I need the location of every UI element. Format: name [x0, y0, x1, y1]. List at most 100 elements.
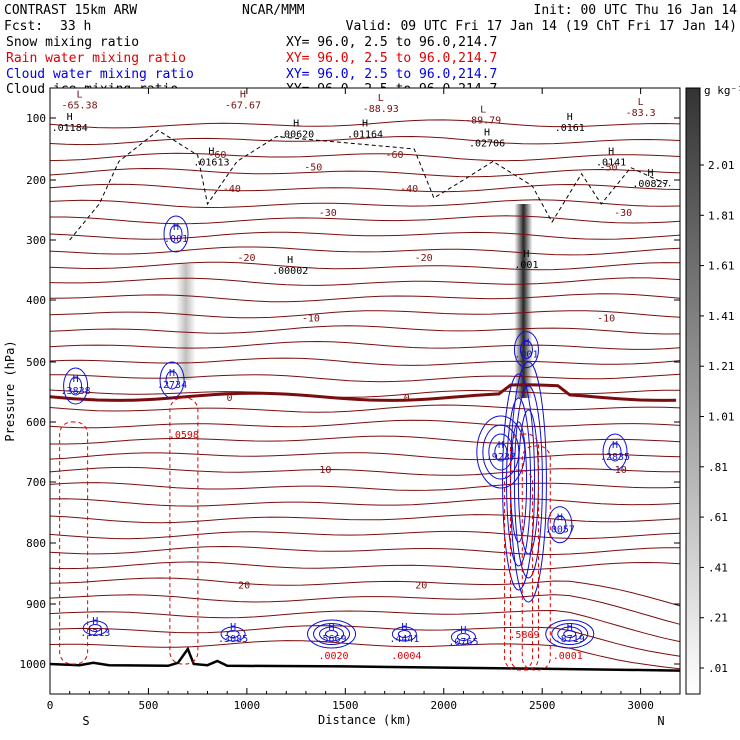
center-title: NCAR/MMM [242, 3, 305, 18]
cloud-water-high-marker: H [329, 622, 335, 633]
colorbar-tick-label: 1.21 [708, 360, 735, 373]
isotherm-label: 10 [615, 465, 627, 476]
isotherm-line [49, 325, 681, 335]
colorbar-unit: g kg⁻¹ [704, 84, 740, 97]
snow-max-label: .00827 [632, 179, 668, 190]
isotherm-label: 20 [415, 581, 427, 592]
isotherm-line [49, 119, 681, 129]
isotherm-label: -10 [597, 314, 615, 325]
cloud-water-contour [325, 630, 339, 638]
model-title: CONTRAST 15km ARW [4, 3, 137, 18]
isotherm-line [49, 340, 681, 350]
cloud-water-high-marker: H [73, 374, 79, 385]
isotherm-line [49, 231, 681, 240]
isotherm-line [49, 246, 681, 256]
snow-max-label: .01613 [193, 157, 229, 168]
snow-max-label: .0141 [596, 157, 626, 168]
cloud-water-contour [476, 415, 526, 489]
snow-high-marker: H [484, 128, 490, 139]
terrain-line [49, 646, 681, 672]
colorbar-tick-label: 1.81 [708, 209, 735, 222]
isotherm-line [49, 293, 681, 303]
isotherm-line [49, 261, 681, 271]
isotherm-label: 10 [319, 465, 331, 476]
isotherm-line [50, 435, 681, 445]
cloud-water-contour [313, 623, 351, 645]
snow-high-marker: H [362, 118, 368, 129]
isotherm-label: -40 [223, 184, 241, 195]
isotherm-line [49, 277, 681, 286]
cloud-water-contour [488, 433, 514, 471]
isotherm-line [49, 310, 681, 319]
y-tick-label: 600 [26, 416, 46, 429]
snow-high-marker: H [567, 112, 573, 123]
snow-high-marker: H [287, 255, 293, 266]
snow-high-marker: H [608, 146, 614, 157]
cloud-water-contour [547, 506, 573, 544]
x-tick-label: 2000 [431, 699, 458, 712]
colorbar-tick-label: 1.01 [708, 411, 735, 424]
cloud-water-contour [513, 385, 543, 579]
snow-max-label: .00002 [272, 266, 308, 277]
extreme-value: -89.79 [465, 115, 501, 126]
isotherm-line [49, 514, 681, 524]
plot-layer: -60 -60 -50 -50 -40 -40 -30 -30 -20 -20 -10 -10 0 0 10… [49, 89, 681, 672]
extreme-marker: L [480, 104, 486, 115]
snow-max-label: .0161 [555, 123, 585, 134]
isotherm-line [49, 167, 681, 178]
cloud-water-max-label: .5669 [316, 634, 346, 645]
isotherm-label: -30 [614, 208, 632, 219]
extreme-value: -67.67 [225, 100, 261, 111]
cloud-water-contour [165, 370, 179, 390]
isotherm-line [49, 497, 681, 507]
rain-contour [509, 433, 539, 671]
snow-max-label: .01184 [52, 123, 88, 134]
isotherm-line [49, 373, 681, 383]
isotherm-line [49, 466, 680, 476]
extreme-marker: H [240, 89, 246, 100]
isotherm-label: -60 [208, 150, 226, 161]
cloud-water-contour [506, 397, 532, 567]
isotherm-line [49, 577, 681, 607]
y-tick-label: 700 [26, 476, 46, 489]
colorbar-tick-label: .01 [708, 662, 728, 675]
north-label: N [657, 714, 664, 728]
cloud-water-max-label: .8719 [555, 634, 585, 645]
cloud-water-high-marker: H [92, 616, 98, 627]
isotherm-line [49, 561, 681, 571]
extreme-value: -65.38 [61, 100, 97, 111]
cloud-water-max-label: .0057 [545, 525, 575, 536]
cloud-water-contour [163, 215, 189, 253]
extreme-marker: L [638, 97, 644, 108]
isotherm-line [49, 135, 681, 146]
y-tick-label: 100 [26, 112, 46, 125]
colorbar-tick-label: 2.01 [708, 159, 735, 172]
cloud-water-contour [226, 630, 240, 638]
cloud-water-contour [307, 619, 357, 649]
zero-isotherm [49, 383, 677, 402]
x-tick-label: 3000 [627, 699, 654, 712]
cloud-water-contour [602, 433, 628, 471]
fcst-label: Fcst: [4, 19, 43, 34]
isotherm-line [49, 419, 681, 429]
cloud-water-contour [545, 619, 595, 649]
extreme-marker: L [77, 89, 83, 100]
init-time: Init: 00 UTC Thu 16 Jan 14 [534, 3, 738, 18]
extreme-value: -83.3 [626, 108, 656, 119]
snow-contour [69, 129, 671, 241]
cloud-water-contour [82, 620, 108, 636]
cloud-water-contour [391, 626, 417, 642]
snow-max-label: .01164 [347, 129, 383, 140]
isotherm-label: -50 [304, 163, 322, 174]
cloud-water-contour [397, 630, 411, 638]
cloud-water-high-marker: H [401, 622, 407, 633]
rain-max-label: .0598 [169, 430, 199, 441]
cloud-water-max-label: .1213 [80, 628, 110, 639]
legend-snow-xy: XY= 96.0, 2.5 to 96.0,214.7 [286, 35, 497, 50]
x-axis-label: Distance (km) [318, 713, 412, 727]
isotherm-line [49, 199, 681, 209]
cloud-water-max-label: .2734 [157, 380, 187, 391]
plot-area [50, 88, 680, 694]
cloud-water-max-label: .3838 [61, 386, 91, 397]
